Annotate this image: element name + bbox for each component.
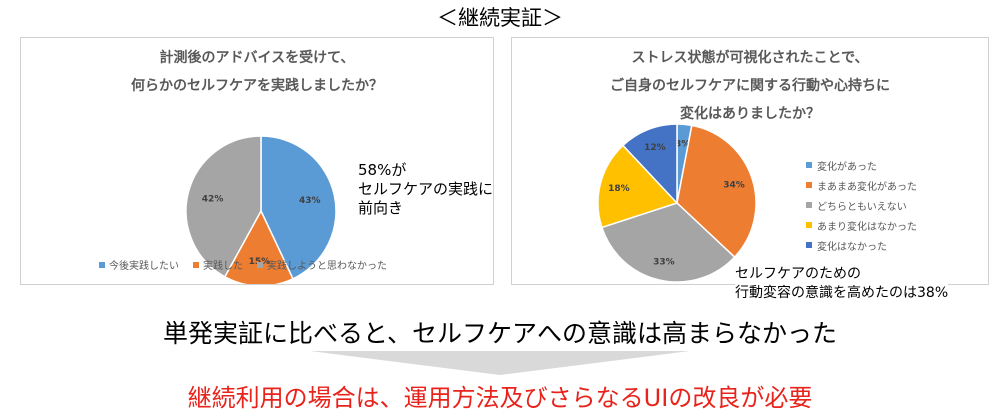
legend-item: 変化があった: [806, 155, 917, 175]
chart2-legend: 変化があったまあまあ変化があった どちらともいえない あまり変化はなかった 変化はなか…: [806, 155, 917, 255]
page-header: ＜継続実証＞: [437, 6, 563, 30]
legend-label: 実践した: [203, 261, 243, 272]
note-58-percent: 58%が セルフケアの実践に 前向き: [358, 161, 493, 218]
legend-swatch: [806, 182, 812, 188]
legend-item: あまり変化はなかった: [806, 215, 917, 235]
down-arrow-icon: [310, 351, 690, 375]
note1-line: セルフケアの実践に: [358, 180, 494, 198]
chart1-title: 計測後のアドバイスを受けて、 何らかのセルフケアを実践しましたか？: [21, 44, 493, 100]
chart2-title-line: 変化はありましたか？: [680, 106, 820, 122]
note2-line: セルフケアのための: [735, 266, 861, 282]
pie-slice: [597, 144, 679, 229]
note1-line: 58%が: [358, 161, 407, 179]
note1-line: 前向き: [358, 199, 404, 217]
legend-item: 今後実践したい: [99, 257, 179, 272]
legend-swatch: [806, 222, 812, 228]
summary-text: 単発実証に比べると、セルフケアへの意識は高まらなかった: [162, 319, 837, 348]
data-label: 12%: [644, 143, 666, 153]
legend-swatch: [806, 162, 812, 168]
legend-label: 変化があった: [817, 161, 877, 173]
note2-line: 行動変容の意識を高めたのは38%: [735, 285, 949, 301]
data-label: 3%: [675, 139, 690, 149]
legend-item: どちらともいえない: [806, 195, 917, 215]
legend-label: 今後実践したい: [109, 261, 179, 272]
data-label: 34%: [723, 180, 745, 190]
chart1-title-line: 何らかのセルフケアを実践しましたか？: [131, 78, 383, 94]
legend-item: 実践した: [193, 257, 243, 272]
pie-slice: [223, 209, 294, 284]
legend-swatch: [806, 242, 812, 248]
pie-slice: [185, 135, 262, 278]
legend-swatch: [806, 202, 812, 208]
data-label: 18%: [608, 184, 630, 194]
legend-swatch: [193, 261, 199, 268]
legend-label: あまり変化はなかった: [817, 221, 917, 233]
legend-item: まあまあ変化があった: [806, 175, 917, 195]
legend-swatch: [99, 261, 105, 268]
conclusion-text: 継続利用の場合は、運用方法及びさらなるUIの改良が必要: [187, 384, 813, 412]
data-label: 43%: [299, 196, 321, 206]
legend-label: 実践しようと思わなかった: [267, 261, 387, 272]
legend-label: どちらともいえない: [817, 201, 907, 213]
legend-swatch: [257, 261, 263, 268]
legend-item: 実践しようと思わなかった: [257, 257, 387, 272]
data-label: 33%: [653, 258, 675, 268]
pie-slice: [260, 135, 337, 280]
pie-slice: [676, 124, 757, 259]
chart2-title: ストレス状態が可視化されたことで、 ご自身のセルフケアに関する行動や心持ちに 変…: [512, 44, 988, 128]
legend-item: 変化はなかった: [806, 235, 917, 255]
note-38-percent: セルフケアのための 行動変容の意識を高めたのは38%: [735, 265, 949, 303]
data-label: 42%: [202, 195, 224, 205]
pie-chart-2: 3% 34% 33% 18% 12%: [597, 123, 757, 283]
legend-label: まあまあ変化があった: [817, 181, 917, 193]
pie-slice: [621, 123, 678, 205]
chart-panel-1: 計測後のアドバイスを受けて、 何らかのセルフケアを実践しましたか？ 43%15%…: [20, 37, 494, 285]
legend-label: 変化はなかった: [817, 241, 887, 253]
chart1-legend: 今後実践したい 実践した 実践しようと思わなかった: [99, 257, 387, 272]
chart2-title-line: ストレス状態が可視化されたことで、: [631, 50, 869, 66]
chart2-title-line: ご自身のセルフケアに関する行動や心持ちに: [610, 78, 890, 94]
chart1-title-line: 計測後のアドバイスを受けて、: [159, 50, 355, 66]
pie-slice: [600, 202, 736, 283]
chart-panel-2: ストレス状態が可視化されたことで、 ご自身のセルフケアに関する行動や心持ちに 変…: [511, 37, 989, 285]
